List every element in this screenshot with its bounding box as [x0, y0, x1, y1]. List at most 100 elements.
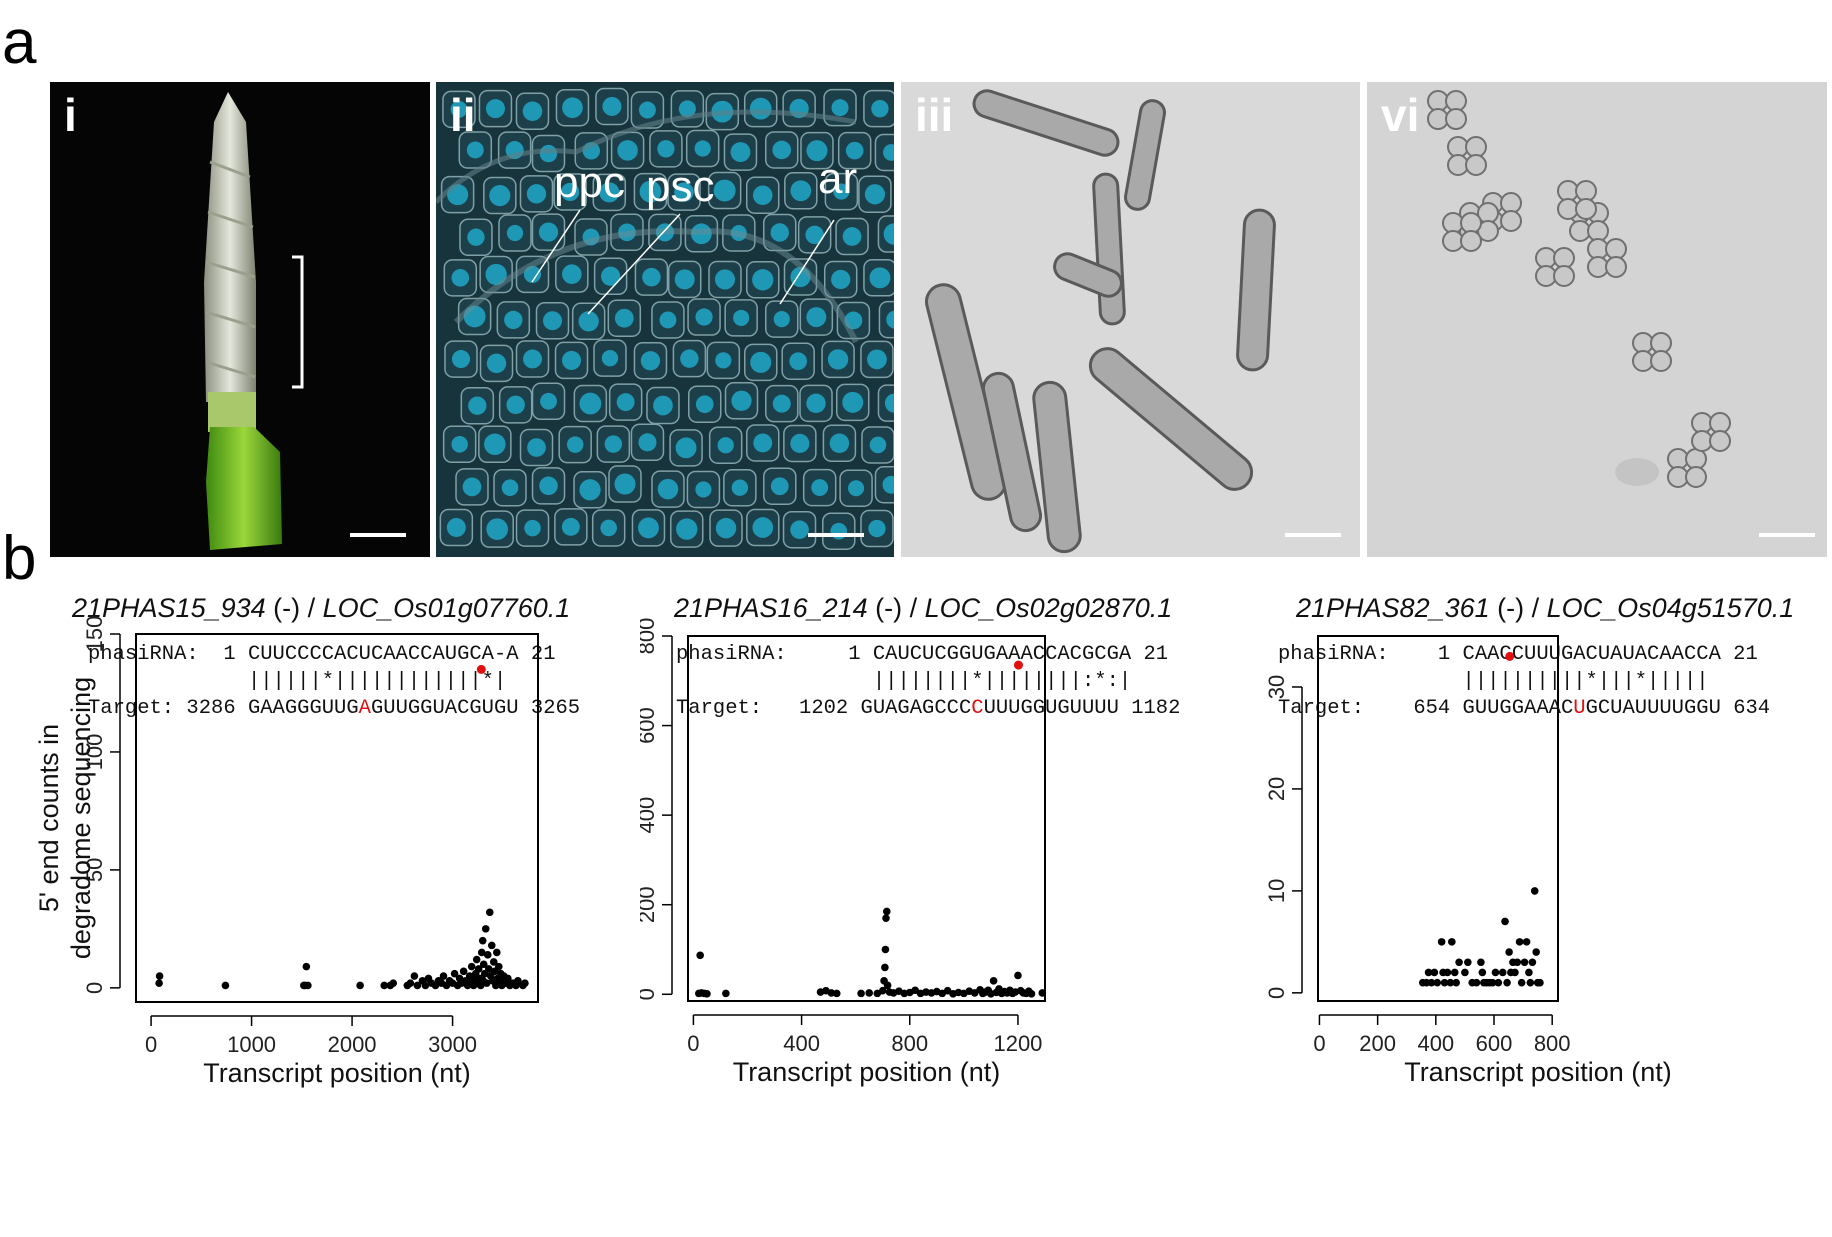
data-point — [492, 948, 501, 957]
data-point — [1520, 958, 1529, 967]
data-point — [479, 960, 488, 969]
alignment-target-row: Target: 1202 GUAGAGCCCCUUUGGUGUUUU 1182 — [676, 697, 1181, 720]
y-tick-label: 150 — [82, 616, 107, 653]
data-point — [483, 951, 492, 959]
data-point — [1526, 978, 1535, 987]
data-point — [1477, 958, 1485, 967]
tetrad-cell — [1500, 210, 1522, 232]
cell-nucleus — [506, 224, 524, 242]
micrograph-vi: vi — [1367, 82, 1827, 557]
data-point — [484, 965, 493, 973]
y-tick-label: 200 — [640, 886, 659, 923]
tetrad-cell — [1465, 154, 1487, 176]
cell-label-ppc: ppc — [554, 158, 625, 207]
cell-nucleus — [790, 180, 812, 202]
cell-nucleus — [614, 473, 636, 495]
data-point — [421, 981, 430, 990]
data-point — [1433, 978, 1442, 987]
cell-nucleus — [886, 310, 894, 329]
cell-nucleus — [561, 182, 580, 202]
data-point — [467, 962, 476, 971]
alignment-match-row: ||||||||||*|||*||||| — [1462, 670, 1709, 693]
cell-nucleus — [731, 479, 749, 496]
data-point — [356, 981, 364, 990]
scale-bar — [1759, 533, 1815, 537]
cell-nucleus — [617, 140, 638, 161]
target-gene-name: LOC_Os01g07760.1 — [322, 593, 571, 623]
y-tick-label: 30 — [1264, 675, 1289, 699]
cell-nucleus — [871, 99, 889, 118]
cell-nucleus — [540, 392, 557, 410]
strand-separator: (-) / — [265, 593, 323, 623]
scatter-chart: 040080012000200400600800Transcript posit… — [640, 618, 1047, 1087]
tetrad-cell — [1553, 265, 1575, 287]
cell-nucleus — [695, 481, 712, 498]
cleavage-point — [1505, 651, 1515, 661]
data-point — [413, 981, 422, 990]
phas-locus-name: 21PHAS82_361 — [1296, 593, 1490, 623]
cell-nucleus — [639, 180, 662, 203]
cell-nucleus — [773, 310, 790, 328]
cell-nucleus — [485, 263, 507, 286]
x-tick-label: 0 — [687, 1031, 699, 1056]
degradome-plot-2: 21PHAS16_214 (-) / LOC_Os02g02870.1 phas… — [640, 585, 1240, 1237]
data-point — [882, 907, 891, 916]
cell-nucleus — [467, 228, 485, 246]
cell-nucleus — [599, 182, 620, 203]
cell-nucleus — [842, 227, 862, 246]
plot-title: 21PHAS82_361 (-) / LOC_Os04g51570.1 — [1296, 593, 1794, 624]
data-point — [1455, 958, 1463, 967]
cell-nucleus — [695, 308, 713, 326]
cell-nucleus — [867, 349, 887, 370]
cell-nucleus — [484, 433, 506, 456]
micrograph-i: i — [50, 82, 430, 557]
cell-nucleus — [562, 264, 582, 284]
cell-nucleus — [678, 100, 696, 118]
data-point — [439, 972, 448, 980]
cell-nucleus — [638, 101, 656, 119]
data-point — [155, 979, 163, 987]
cell-nucleus — [657, 478, 679, 500]
data-point — [1430, 968, 1439, 977]
cell-nucleus — [831, 269, 851, 290]
cell-nucleus — [485, 99, 505, 119]
data-point — [1472, 978, 1481, 987]
x-tick-label: 1200 — [993, 1031, 1042, 1056]
plot-title: 21PHAS15_934 (-) / LOC_Os01g07760.1 — [72, 593, 570, 624]
data-point — [482, 979, 491, 987]
cell-nucleus — [868, 519, 886, 538]
cell-label-ar: ar — [818, 154, 858, 203]
y-tick-label: 10 — [1264, 879, 1289, 903]
cell-nucleus — [884, 393, 894, 413]
cell-nucleus — [674, 182, 694, 202]
data-point — [1461, 968, 1469, 977]
y-tick-label: 0 — [1264, 987, 1289, 999]
cell-nucleus — [489, 184, 511, 207]
cell-nucleus — [694, 140, 711, 157]
strand-separator: (-) / — [1489, 593, 1547, 623]
cell-nucleus — [562, 97, 583, 119]
scale-bar — [350, 533, 406, 537]
data-point — [1505, 948, 1513, 956]
cell-nucleus — [869, 436, 887, 454]
plot-frame — [135, 633, 539, 1003]
cell-nucleus — [451, 269, 470, 287]
cell-nucleus — [717, 437, 734, 454]
cell-nucleus — [790, 520, 809, 539]
strand-separator: (-) / — [867, 593, 925, 623]
cell-nucleus — [730, 142, 751, 163]
cell-nucleus — [680, 349, 699, 368]
alignment-phasirna-row: phasiRNA: 1 CUUCCCCACUCAACCAUGCA-A 21 — [88, 643, 556, 666]
data-point — [1448, 938, 1456, 946]
x-tick-label: 200 — [1359, 1031, 1396, 1056]
data-point — [1014, 971, 1022, 980]
data-point — [495, 962, 503, 971]
cell-nucleus — [806, 140, 828, 162]
data-point — [881, 945, 890, 954]
data-point — [450, 969, 459, 978]
data-point — [1503, 978, 1511, 987]
cell-nucleus — [864, 184, 886, 205]
data-point — [989, 977, 998, 985]
cell-nucleus — [845, 141, 864, 160]
y-tick-label: 50 — [82, 858, 107, 882]
